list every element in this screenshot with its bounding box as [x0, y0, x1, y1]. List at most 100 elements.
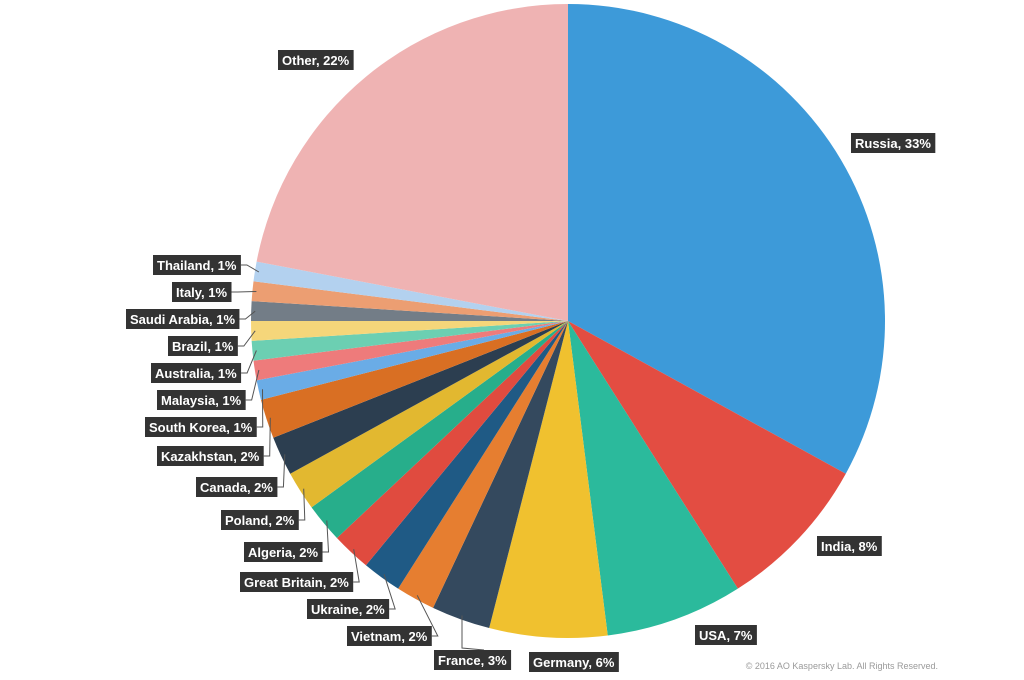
slice-label-text: India, 8% [821, 539, 878, 554]
leader-line [256, 389, 264, 428]
slice-label-malaysia: Malaysia, 1% [157, 390, 246, 410]
slice-label-background [221, 510, 299, 530]
slice-label-background [307, 599, 390, 619]
pie-slice-saudi-arabia [251, 301, 568, 321]
slice-label-text: Canada, 2% [200, 480, 273, 495]
slice-label-canada: Canada, 2% [196, 477, 278, 497]
leader-line [416, 595, 439, 637]
slice-label-text: Ukraine, 2% [311, 602, 385, 617]
label-leader-lines [231, 264, 485, 651]
pie-slice-italy [251, 281, 568, 321]
pie-slice-usa [568, 321, 738, 636]
slice-label-great-britain: Great Britain, 2% [240, 572, 354, 592]
slice-label-background [817, 536, 882, 556]
pie-slice-australia [251, 321, 568, 361]
slice-label-text: Saudi Arabia, 1% [130, 312, 235, 327]
slice-label-kazakhstan: Kazakhstan, 2% [157, 446, 264, 466]
slice-label-background [126, 309, 240, 329]
slice-label-south-korea: South Korea, 1% [145, 417, 257, 437]
slice-label-text: Germany, 6% [533, 655, 615, 670]
slice-label-background [157, 390, 246, 410]
slice-label-text: Thailand, 1% [157, 258, 237, 273]
slice-label-algeria: Algeria, 2% [244, 542, 323, 562]
pie-slice-south-korea [256, 321, 568, 400]
slice-label-background [529, 652, 619, 672]
slice-label-background [153, 255, 241, 275]
slice-label-text: Poland, 2% [225, 513, 295, 528]
slice-label-text: Kazakhstan, 2% [161, 449, 260, 464]
slice-label-text: Brazil, 1% [172, 339, 234, 354]
leader-line [263, 417, 271, 457]
slice-label-vietnam: Vietnam, 2% [347, 626, 432, 646]
slice-label-other: Other, 22% [278, 50, 354, 70]
slice-label-background [168, 336, 238, 356]
slice-label-background [145, 417, 257, 437]
slice-label-brazil: Brazil, 1% [168, 336, 238, 356]
slice-label-germany: Germany, 6% [529, 652, 619, 672]
slice-label-background [151, 363, 242, 383]
pie-slice-canada [273, 321, 568, 474]
pie-slice-india [568, 321, 846, 589]
slice-label-background [434, 650, 512, 670]
slice-label-background [196, 477, 278, 497]
pie-slice-brazil [251, 321, 568, 341]
slice-label-india: India, 8% [817, 536, 882, 556]
slice-label-background [157, 446, 264, 466]
slice-label-text: USA, 7% [699, 628, 753, 643]
pie-slice-ukraine [365, 321, 568, 589]
pie-slice-malaysia [253, 321, 568, 381]
slice-label-saudi-arabia: Saudi Arabia, 1% [126, 309, 240, 329]
slice-label-background [172, 282, 232, 302]
pie-slice-russia [568, 4, 886, 474]
leader-line [277, 454, 286, 488]
pie-slice-poland [290, 321, 568, 508]
slice-label-italy: Italy, 1% [172, 282, 232, 302]
slice-label-background [278, 50, 354, 70]
copyright-notice: © 2016 AO Kaspersky Lab. All Rights Rese… [745, 661, 938, 671]
slice-label-text: Australia, 1% [155, 366, 237, 381]
slice-label-ukraine: Ukraine, 2% [307, 599, 390, 619]
leader-line [461, 615, 485, 651]
slice-label-text: Algeria, 2% [248, 545, 319, 560]
slice-label-australia: Australia, 1% [151, 363, 242, 383]
leader-line [383, 574, 396, 610]
pie-slices [251, 4, 886, 638]
pie-slice-great-britain [336, 321, 568, 566]
slice-label-text: France, 3% [438, 653, 507, 668]
leader-line [322, 520, 330, 553]
slice-labels: Russia, 33% India, 8% USA, 7% Germany, 6% Fr… [126, 50, 936, 672]
slice-label-text: Russia, 33% [855, 136, 931, 151]
pie-slice-thailand [253, 261, 568, 321]
leader-line [240, 264, 260, 273]
slice-label-background [244, 542, 323, 562]
leader-line [241, 350, 257, 374]
pie-slice-germany [489, 321, 608, 638]
slice-label-background [240, 572, 354, 592]
slice-label-text: Italy, 1% [176, 285, 228, 300]
leader-line [231, 291, 257, 293]
pie-slice-france [433, 321, 568, 629]
leader-line [353, 549, 360, 583]
leader-line [298, 488, 306, 521]
slice-label-poland: Poland, 2% [221, 510, 299, 530]
slice-label-france: France, 3% [434, 650, 512, 670]
slice-label-russia: Russia, 33% [851, 133, 936, 153]
pie-slice-algeria [311, 321, 568, 538]
leader-line [239, 310, 256, 320]
slice-label-text: Great Britain, 2% [244, 575, 349, 590]
slice-label-background [695, 625, 757, 645]
leader-line [237, 330, 256, 347]
slice-label-text: Vietnam, 2% [351, 629, 428, 644]
leader-line [245, 369, 260, 401]
slice-label-text: South Korea, 1% [149, 420, 253, 435]
pie-slice-vietnam [398, 321, 568, 608]
slice-label-background [851, 133, 936, 153]
pie-slice-kazakhstan [260, 321, 568, 438]
slice-label-usa: USA, 7% [695, 625, 757, 645]
slice-label-thailand: Thailand, 1% [153, 255, 241, 275]
slice-label-text: Other, 22% [282, 53, 350, 68]
pie-slice-other [256, 4, 568, 321]
slice-label-background [347, 626, 432, 646]
slice-label-text: Malaysia, 1% [161, 393, 242, 408]
